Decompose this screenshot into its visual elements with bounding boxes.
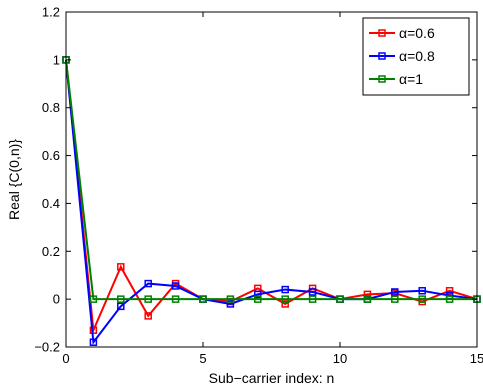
- plot-area: [62, 11, 481, 348]
- series-line-1: [65, 59, 478, 345]
- x-tick-label-1: 5: [199, 351, 206, 366]
- series-2-point-5: [199, 295, 207, 303]
- series-1-point-9: [308, 288, 317, 296]
- y-tick-label-3: 0.4: [42, 196, 60, 211]
- series-1-point-7: [254, 290, 262, 299]
- x-tick-label-0: 0: [62, 351, 69, 366]
- series-2-point-6: [226, 295, 235, 303]
- series-1-point-8: [281, 285, 289, 294]
- series-0-point-14: [445, 287, 454, 295]
- series-1-point-2: [117, 302, 125, 311]
- y-tick-label-7: 1.2: [42, 5, 60, 20]
- series-2-point-8: [281, 295, 289, 303]
- axes-box: [65, 11, 478, 348]
- series-2-point-4: [171, 295, 180, 303]
- y-tick-label-5: 0.8: [42, 100, 60, 115]
- series-1-point-6: [226, 300, 235, 308]
- series-0-point-2: [117, 263, 125, 271]
- series-1-point-12: [391, 288, 399, 296]
- series-2-point-10: [336, 295, 344, 303]
- series-2-point-1: [89, 295, 98, 303]
- y-tick-label-1: 0: [53, 292, 60, 307]
- series-1-point-1: [89, 338, 98, 346]
- y-tick-label-0: −0.2: [34, 340, 60, 355]
- series-0-point-11: [363, 290, 372, 299]
- series-2-point-2: [117, 295, 125, 303]
- x-tick-label-3: 15: [470, 351, 483, 366]
- y-tick-label-2: 0.2: [42, 244, 60, 259]
- legend-marker-0: [378, 29, 386, 37]
- legend-label-2: α=1: [399, 71, 423, 87]
- series-2-point-13: [418, 295, 426, 303]
- y-tick-label-4: 0.6: [42, 148, 60, 163]
- series-0-point-8: [281, 300, 289, 308]
- legend-label-1: α=0.8: [399, 48, 435, 64]
- legend: α=0.6 α=0.8 α=1: [362, 17, 470, 96]
- series-2-point-12: [391, 295, 399, 303]
- legend-marker-1: [378, 52, 386, 60]
- series-1-point-4: [171, 282, 180, 290]
- y-axis-label: Real {C(0,n)}: [6, 139, 22, 220]
- series-line-2: [65, 59, 477, 301]
- series-2-point-14: [445, 295, 454, 303]
- axis-ticks: 0 5 10 15−0.200.20.40.60.811.2: [34, 5, 483, 367]
- series-1-point-13: [418, 287, 426, 295]
- series-0-point-3: [144, 312, 152, 320]
- series-line-0: [65, 59, 478, 335]
- y-tick-label-6: 1: [53, 52, 60, 67]
- x-tick-label-2: 10: [333, 351, 347, 366]
- legend-marker-2: [378, 75, 386, 83]
- series-2-point-11: [363, 295, 372, 303]
- series-2-point-9: [308, 295, 317, 303]
- x-axis-label: Sub−carrier index: n: [209, 370, 335, 386]
- legend-label-0: α=0.6: [399, 25, 435, 41]
- series-1-point-3: [144, 279, 152, 288]
- series-2-point-7: [254, 295, 262, 303]
- series-2-point-3: [144, 295, 152, 303]
